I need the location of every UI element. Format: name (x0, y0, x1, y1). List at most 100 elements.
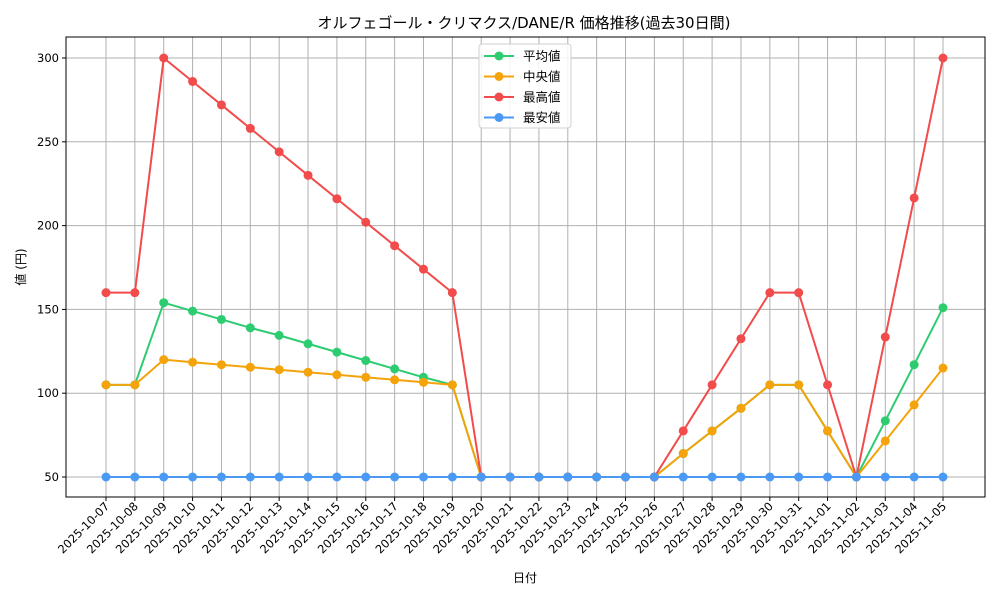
legend-label: 中央値 (523, 69, 561, 84)
legend-box (478, 43, 572, 129)
data-point (216, 100, 226, 110)
data-point (303, 339, 313, 349)
data-point (649, 472, 659, 482)
data-point (534, 472, 544, 482)
data-point (851, 472, 861, 482)
data-point (707, 426, 717, 436)
data-point (130, 380, 140, 390)
chart-title: オルフェゴール・クリマクス/DANE/R 価格推移(過去30日間) (318, 14, 731, 32)
y-axis-ticks: 50 100 150 200 250 300 (37, 51, 66, 484)
data-point (880, 436, 890, 446)
data-point (245, 323, 255, 333)
data-point (332, 472, 342, 482)
data-point (101, 380, 111, 390)
data-point (707, 472, 717, 482)
data-point (765, 472, 775, 482)
legend-marker-icon (494, 113, 504, 122)
y-tick-label: 150 (37, 302, 59, 316)
data-point (274, 365, 284, 375)
data-point (678, 472, 688, 482)
data-point (678, 449, 688, 459)
data-point (361, 356, 371, 366)
data-point (188, 472, 198, 482)
data-point (823, 426, 833, 436)
data-point (332, 347, 342, 357)
data-point (938, 303, 948, 313)
data-point (274, 147, 284, 157)
data-point (707, 380, 717, 390)
data-point (736, 403, 746, 413)
data-point (332, 194, 342, 204)
x-axis-ticks: 2025-10-072025-10-082025-10-092025-10-10… (55, 497, 949, 556)
data-point (216, 472, 226, 482)
data-point (130, 288, 140, 298)
data-point (159, 53, 169, 63)
y-tick-label: 250 (37, 135, 59, 149)
data-point (418, 264, 428, 274)
data-point (188, 306, 198, 316)
data-point (361, 217, 371, 227)
data-point (390, 472, 400, 482)
data-point (447, 380, 457, 390)
legend-marker-icon (494, 92, 504, 102)
data-point (390, 364, 400, 374)
y-tick-label: 50 (44, 470, 59, 484)
y-tick-label: 200 (37, 219, 59, 233)
data-point (303, 472, 313, 482)
data-point (188, 357, 198, 367)
legend-label: 平均値 (523, 49, 561, 64)
data-point (563, 472, 573, 482)
data-point (101, 472, 111, 482)
data-point (303, 170, 313, 180)
data-point (823, 472, 833, 482)
plot-area-frame (65, 36, 986, 498)
data-point (159, 472, 169, 482)
data-point (909, 400, 919, 410)
legend-label: 最高値 (523, 90, 561, 105)
data-point (765, 288, 775, 298)
y-tick-label: 300 (37, 51, 59, 65)
data-point (303, 367, 313, 377)
data-point (938, 363, 948, 373)
data-point (823, 380, 833, 390)
data-point (332, 370, 342, 380)
series-3 (101, 472, 948, 482)
data-point (159, 298, 169, 308)
series-line (106, 358, 944, 478)
legend-label: 最安値 (523, 110, 561, 125)
data-point (418, 377, 428, 387)
data-point (361, 472, 371, 482)
data-point (245, 123, 255, 133)
data-point (794, 472, 804, 482)
data-point (418, 472, 428, 482)
x-axis-label: 日付 (513, 571, 537, 585)
data-point (880, 416, 890, 426)
data-point (274, 330, 284, 340)
data-point (794, 288, 804, 298)
series-0 (101, 298, 948, 482)
series-lines (101, 53, 948, 482)
data-point (245, 362, 255, 372)
data-point (274, 472, 284, 482)
data-point (678, 426, 688, 436)
data-point (909, 193, 919, 203)
data-point (101, 288, 111, 298)
series-line (106, 301, 944, 478)
data-point (390, 375, 400, 385)
y-tick-label: 100 (37, 386, 59, 400)
data-point (765, 380, 775, 390)
data-point (938, 53, 948, 63)
data-point (736, 334, 746, 344)
legend-marker-icon (494, 72, 504, 81)
data-point (216, 360, 226, 370)
data-point (909, 360, 919, 370)
data-point (245, 472, 255, 482)
data-point (736, 472, 746, 482)
data-point (447, 288, 457, 298)
data-point (880, 472, 890, 482)
data-point (361, 372, 371, 382)
data-point (909, 472, 919, 482)
data-point (592, 472, 602, 482)
